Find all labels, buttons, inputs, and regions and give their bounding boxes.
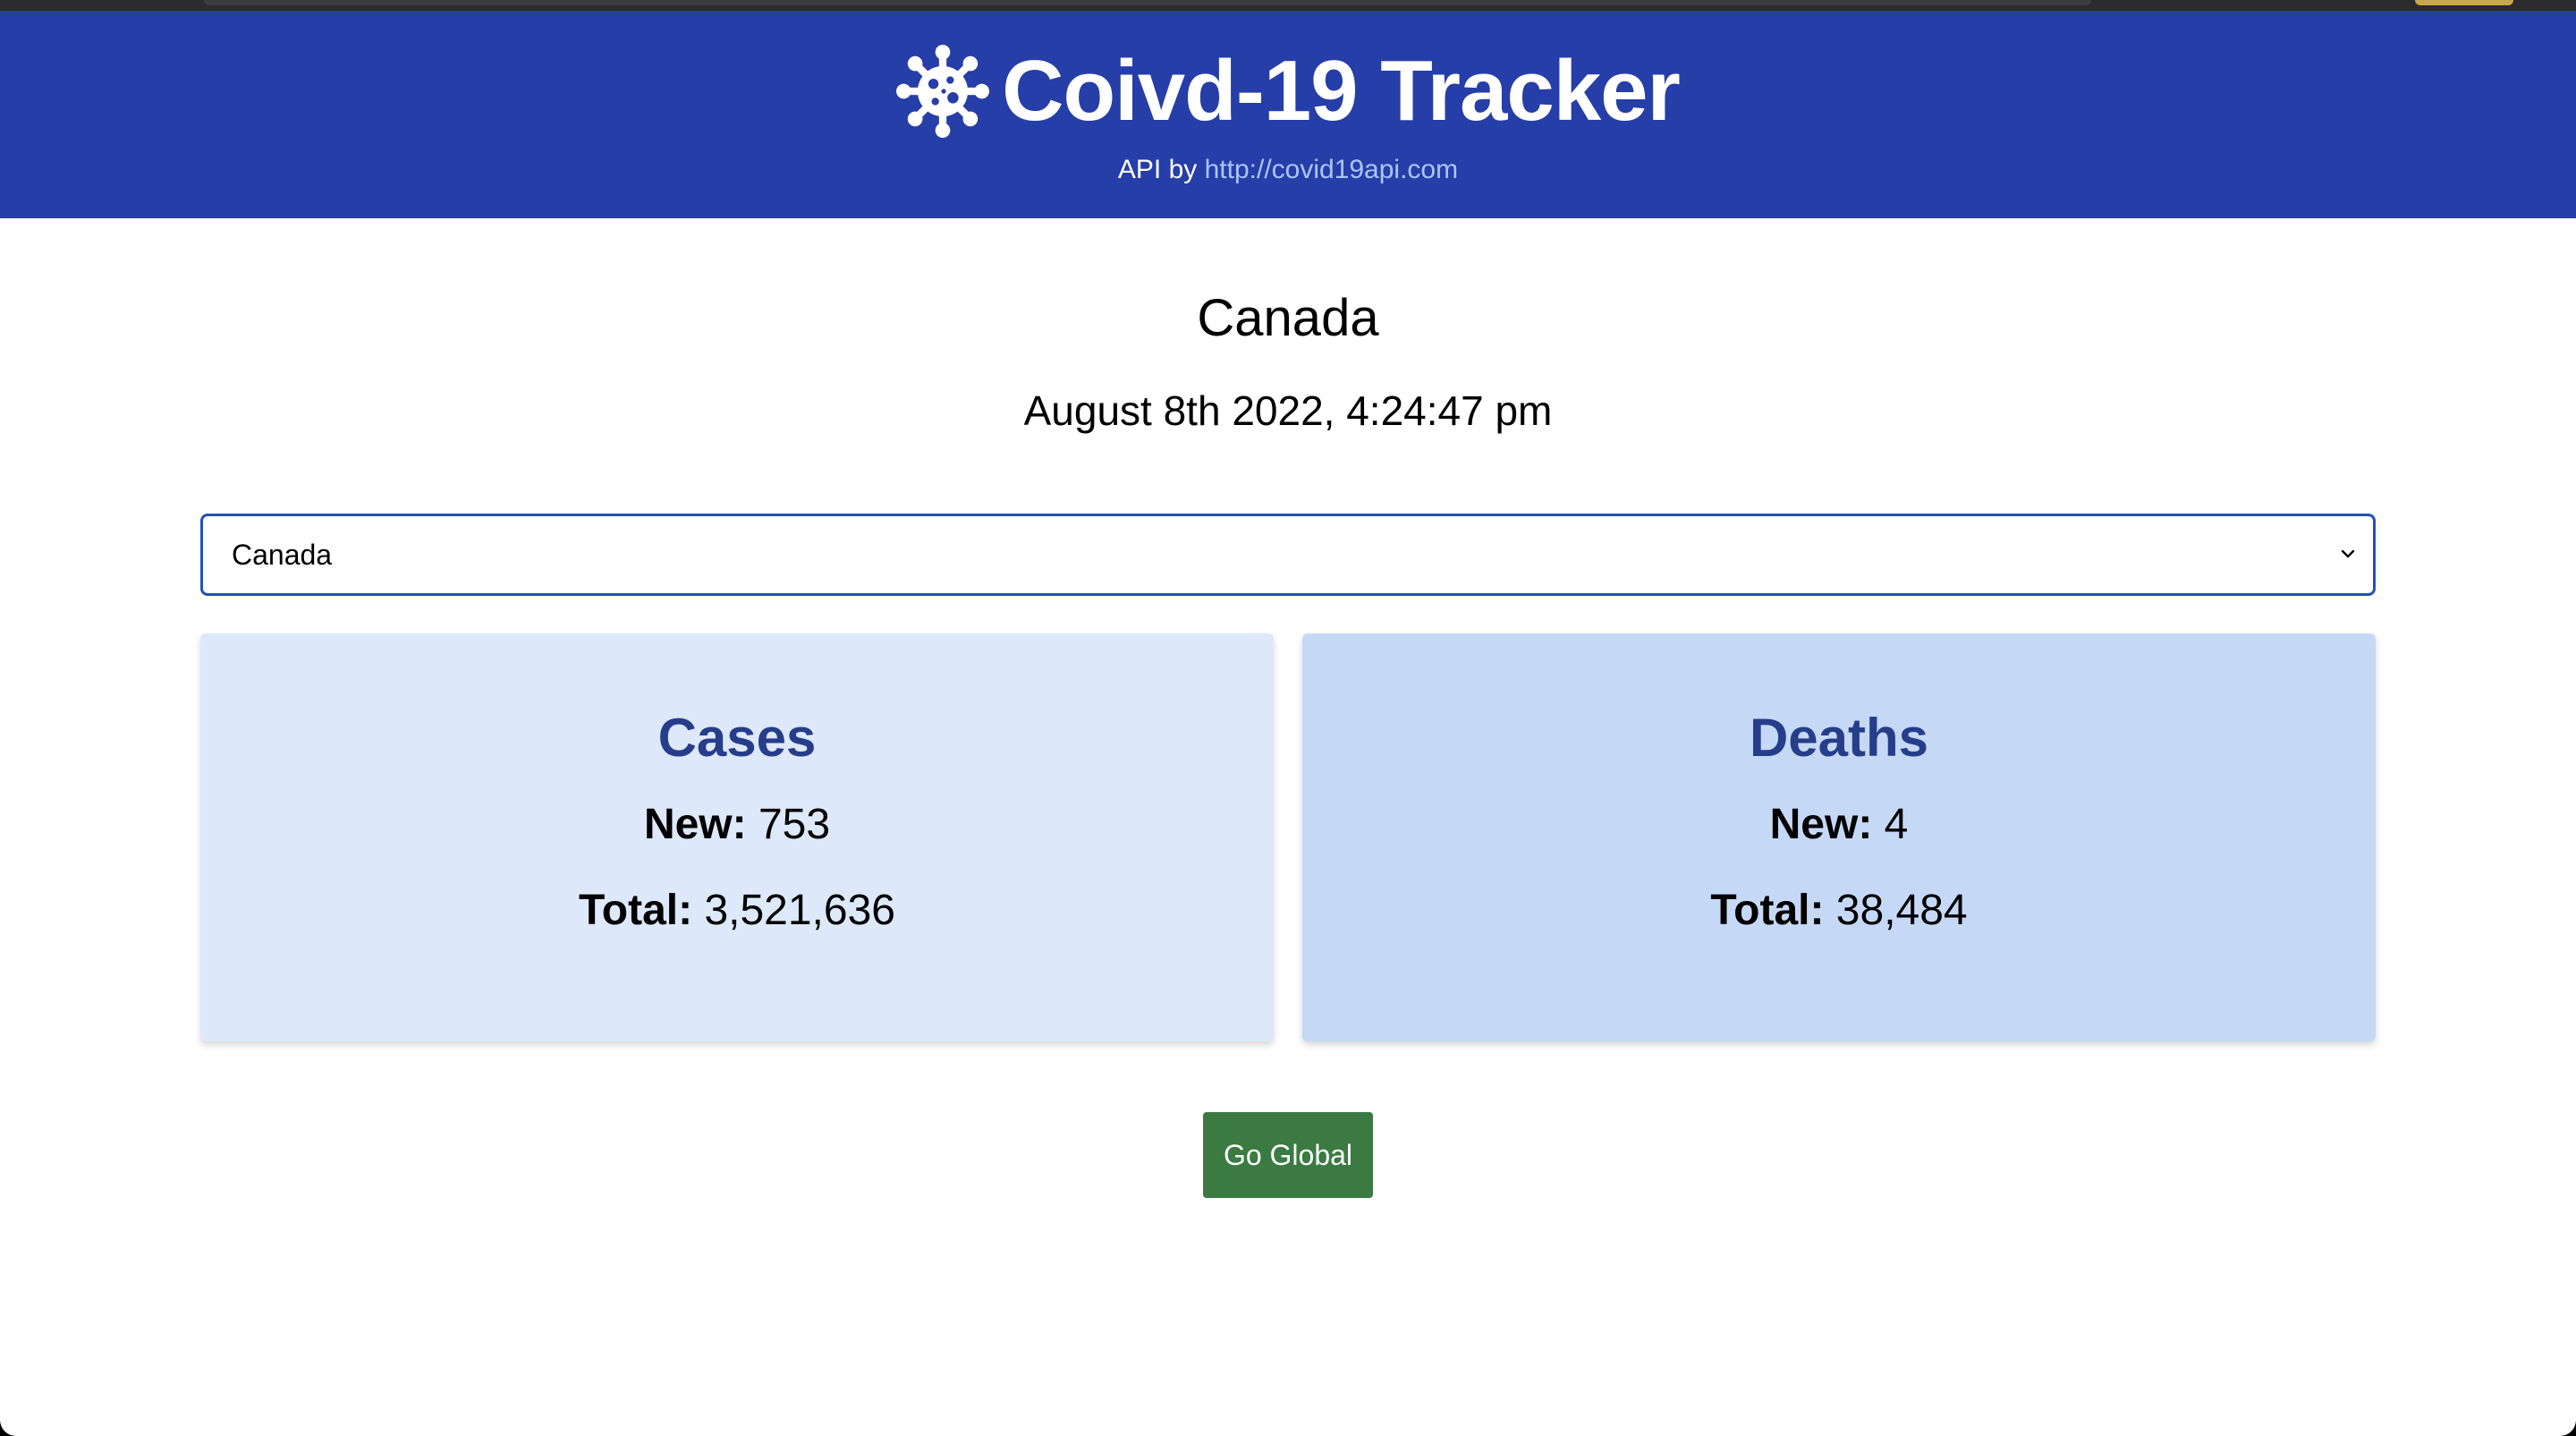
cases-total-value: 3,521,636 xyxy=(704,887,895,934)
deaths-new: New: 4 xyxy=(1302,800,2376,849)
deaths-total: Total: 38,484 xyxy=(1302,886,2376,935)
last-updated-date: August 8th 2022, 4:24:47 pm xyxy=(1023,387,1553,434)
api-link[interactable]: http://covid19api.com xyxy=(1204,155,1459,184)
cases-card: Cases New: 753 Total: 3,521,636 xyxy=(200,633,1274,1041)
cases-total-label: Total: xyxy=(579,887,693,934)
api-credit: API by http://covid19api.com xyxy=(0,152,2576,188)
cases-new-value: 753 xyxy=(758,801,831,848)
deaths-card-title: Deaths xyxy=(1749,708,1929,768)
deaths-card: Deaths New: 4 Total: 38,484 xyxy=(1302,633,2376,1041)
cases-card-title: Cases xyxy=(657,708,817,768)
country-select[interactable]: Canada xyxy=(200,514,2376,596)
go-global-button[interactable]: Go Global xyxy=(1203,1112,1373,1198)
deaths-total-label: Total: xyxy=(1710,887,1825,934)
cases-total: Total: 3,521,636 xyxy=(200,886,1274,935)
deaths-total-value: 38,484 xyxy=(1835,887,1968,934)
api-credit-label: API by xyxy=(1117,155,1198,184)
cases-new: New: 753 xyxy=(200,800,1274,849)
title-row: Coivd-19 Tracker xyxy=(0,38,2576,145)
cases-new-label: New: xyxy=(643,801,747,848)
browser-toolbar-edge xyxy=(0,0,2576,11)
deaths-new-value: 4 xyxy=(1884,801,1909,848)
browser-address-bar-edge[interactable] xyxy=(204,0,2091,5)
country-select-value: Canada xyxy=(232,539,333,571)
chevron-down-icon xyxy=(2339,543,2357,565)
site-header: Coivd-19 Tracker API by http://covid19ap… xyxy=(0,11,2576,218)
browser-extension-edge[interactable] xyxy=(2415,0,2513,5)
site-title: Coivd-19 Tracker xyxy=(1002,43,1681,139)
country-heading: Canada xyxy=(1197,289,1379,347)
deaths-new-label: New: xyxy=(1769,801,1873,848)
virus-icon xyxy=(896,45,990,138)
